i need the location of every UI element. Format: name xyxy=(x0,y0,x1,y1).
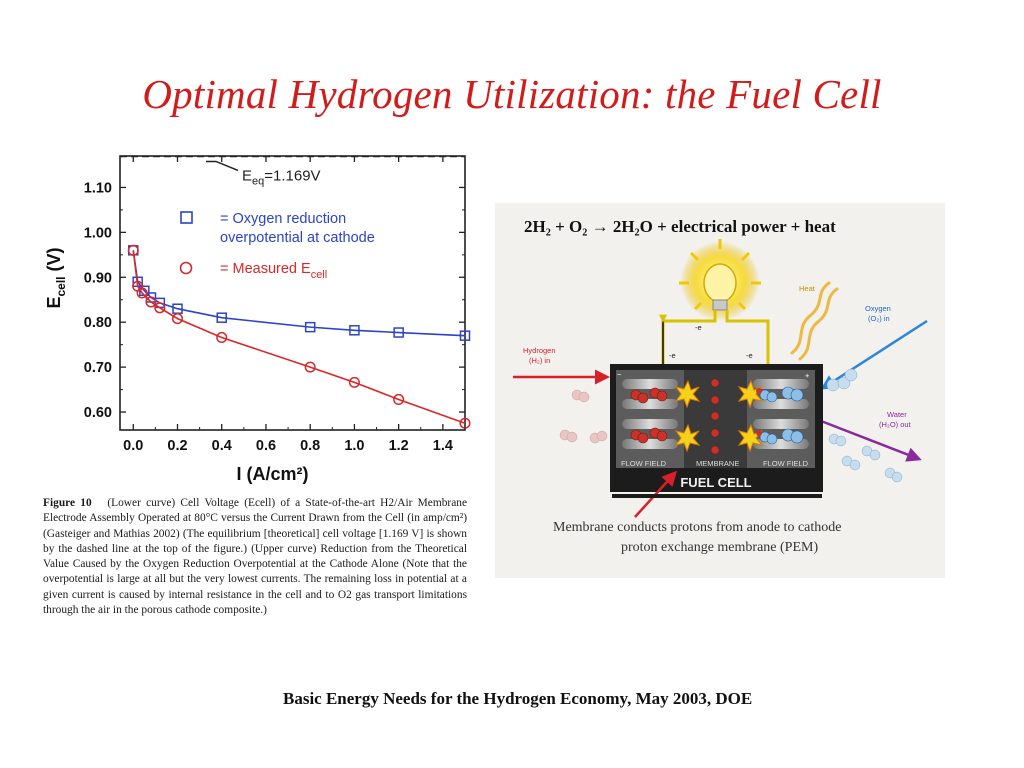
water-label: Water xyxy=(887,410,907,419)
water-label-2: (H₂O) out xyxy=(879,420,912,429)
legend-item-1-line-1: = Oxygen reduction xyxy=(220,211,346,227)
reaction-equation: 2H₂ + O₂ → 2H₂O + electrical power + hea… xyxy=(524,217,836,236)
y-tick-label: 0.80 xyxy=(84,315,112,331)
x-axis-title: I (A/cm²) xyxy=(237,464,309,484)
y-tick-label: 1.10 xyxy=(84,180,112,196)
legend-item-1-line-2: overpotential at cathode xyxy=(220,230,375,246)
figure-label: Figure 10 xyxy=(43,497,92,509)
water-out-arrow xyxy=(820,419,922,462)
figure-caption-text: (Lower curve) Cell Voltage (Ecell) of a … xyxy=(43,497,468,617)
x-tick-label: 1.0 xyxy=(344,438,364,454)
legend-square-icon xyxy=(180,211,193,224)
heat-label: Heat xyxy=(799,284,816,293)
source-citation: Basic Energy Needs for the Hydrogen Econ… xyxy=(283,689,753,708)
oxygen-label: Oxygen xyxy=(865,304,891,313)
data-point-circle xyxy=(136,287,148,299)
plot-area xyxy=(119,155,466,431)
data-point-circle xyxy=(393,393,405,406)
data-point-square xyxy=(393,327,404,338)
x-tick-label: 0.2 xyxy=(167,438,187,454)
light-bulb-icon xyxy=(679,239,761,321)
x-tick-label: 0.0 xyxy=(123,438,143,454)
membrane-label: MEMBRANE xyxy=(696,459,739,468)
flow-field-left-label: FLOW FIELD xyxy=(621,459,667,468)
data-point-circle xyxy=(216,331,228,344)
y-tick-label: 0.60 xyxy=(84,405,112,421)
data-point-square xyxy=(349,325,360,336)
legend-item-2: = Measured Ecell xyxy=(220,261,327,281)
data-point-circle xyxy=(304,361,316,373)
y-tick-label: 0.90 xyxy=(84,270,112,286)
data-point-circle xyxy=(171,313,184,325)
x-tick-label: 1.4 xyxy=(433,438,453,454)
data-point-square xyxy=(459,330,471,341)
hydrogen-label-2: (H₂) in xyxy=(529,356,550,365)
y-tick-label: 0.70 xyxy=(84,360,112,376)
data-point-square xyxy=(304,321,316,333)
fuel-cell-diagram: 2H₂ + O₂ → 2H₂O + electrical power + hea… xyxy=(495,203,945,578)
legend-circle-icon xyxy=(179,261,193,275)
electron-label-right: -e xyxy=(746,351,753,360)
electron-label-top: -e xyxy=(695,323,702,332)
x-tick-label: 1.2 xyxy=(389,438,409,454)
cell-voltage-chart: Eeq=1.169V 0.60 0.70 0.80 0.90 1.00 1.10 0.0 0.… xyxy=(44,155,471,484)
membrane-note-line-1: Membrane conducts protons from anode to … xyxy=(553,520,841,535)
data-point-circle xyxy=(348,376,360,388)
y-axis-title: Ecell (V) xyxy=(44,247,68,308)
slide-title: Optimal Hydrogen Utilization: the Fuel C… xyxy=(142,71,882,117)
equilibrium-label: Eeq=1.169V xyxy=(242,167,321,187)
data-point-circle xyxy=(145,296,157,308)
fuel-cell-stack: − + FLOW FIELD MEMBRANE FLOW FIELD FUEL … xyxy=(610,364,823,492)
figure-caption: Figure 10 (Lower curve) Cell Voltage (Ec… xyxy=(43,496,467,618)
flow-field-right-label: FLOW FIELD xyxy=(763,459,809,468)
oxygen-label-2: (O₂) in xyxy=(868,314,890,323)
anode-sign: − xyxy=(617,370,622,379)
x-tick-label: 0.6 xyxy=(256,438,276,454)
membrane-note-line-2: proton exchange membrane (PEM) xyxy=(621,540,818,555)
heat-waves-icon xyxy=(790,281,839,361)
y-tick-label: 1.00 xyxy=(84,225,112,241)
electron-label-left: -e xyxy=(669,351,676,360)
equilibrium-pointer xyxy=(206,160,239,172)
data-point-circle xyxy=(154,302,166,314)
data-point-circle xyxy=(127,244,139,256)
hydrogen-label: Hydrogen xyxy=(523,346,556,355)
x-tick-label: 0.4 xyxy=(212,438,232,454)
fuel-cell-label: FUEL CELL xyxy=(680,475,751,490)
data-point-square xyxy=(216,312,227,323)
cathode-sign: + xyxy=(805,371,810,380)
oxygen-in-arrow xyxy=(820,319,928,390)
x-tick-label: 0.8 xyxy=(300,438,320,454)
